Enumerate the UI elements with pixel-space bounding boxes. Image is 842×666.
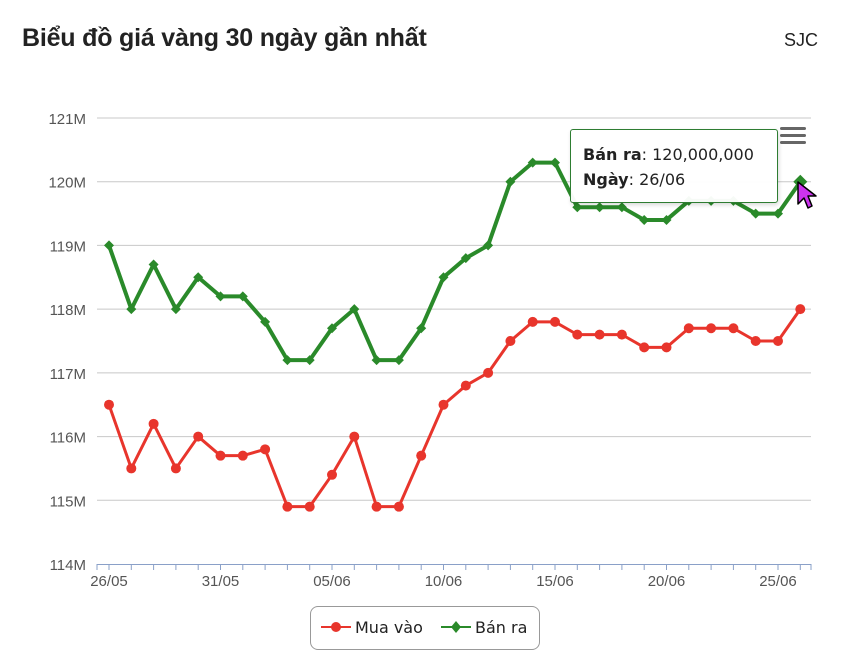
x-tick-label: 20/06 [648,573,686,590]
x-tick-label: 10/06 [425,573,463,590]
data-point-sell [148,259,159,270]
data-point-buy [126,463,137,474]
tooltip-date-label: Ngày [583,170,629,189]
data-point-buy [393,501,404,512]
data-point-sell [304,355,315,366]
data-point-buy [260,444,271,455]
y-tick-label: 119M [50,238,86,255]
legend: Mua vào Bán ra [310,606,540,650]
data-point-buy [327,469,337,480]
x-tick-label: 31/05 [202,573,240,590]
data-point-sell [416,323,427,334]
data-point-buy [237,450,248,461]
data-point-sell [750,208,761,219]
data-point-sell [438,272,449,283]
data-point-sell [371,355,382,366]
x-tick-label: 05/06 [313,573,351,590]
chart-title: Biểu đồ giá vàng 30 ngày gần nhất [22,24,427,52]
y-tick-label: 116M [50,430,86,447]
data-point-buy [170,463,181,474]
data-point-sell [793,174,808,189]
data-point-sell [237,291,248,302]
pointer-cursor-icon [797,181,817,209]
data-point-buy [550,316,560,327]
data-point-sell [594,202,605,213]
data-point-sell [215,291,226,302]
data-point-sell [572,202,583,213]
data-point-buy [371,501,382,512]
data-point-buy [282,501,293,512]
data-point-sell [550,157,560,168]
tooltip: Bán ra: 120,000,000 Ngày: 26/06 [570,129,778,203]
data-point-buy [728,323,739,334]
data-point-buy [193,431,204,442]
data-point-sell [527,157,538,168]
legend-item-sell[interactable]: Bán ra [475,618,528,637]
data-point-sell [483,240,494,251]
tooltip-date: 26/06 [639,170,686,189]
data-point-sell [170,304,181,315]
data-point-sell [349,304,360,315]
data-point-sell [393,355,404,366]
data-point-sell [193,272,204,283]
data-point-sell [327,323,337,334]
data-point-buy [349,431,360,442]
data-point-buy [104,399,114,410]
data-point-buy [304,501,315,512]
legend-item-buy[interactable]: Mua vào [355,618,423,637]
data-point-buy [661,342,672,353]
data-point-sell [773,208,783,219]
y-tick-label: 117M [50,366,86,383]
data-point-buy [616,329,627,340]
data-point-sell [460,253,471,264]
data-point-buy [683,323,694,334]
data-point-sell [282,355,293,366]
tooltip-value: 120,000,000 [652,145,754,164]
series-line-buy [107,308,802,509]
data-point-buy [706,323,717,334]
hamburger-menu-icon[interactable] [780,127,806,147]
data-point-buy [750,336,761,346]
data-point-buy [527,316,538,327]
data-point-sell [260,316,271,327]
data-point-buy [773,336,783,346]
tooltip-series-label: Bán ra [583,145,642,164]
y-tick-label: 118M [50,302,86,319]
source-label: SJC [783,30,818,50]
series-layer [104,157,808,512]
y-tick-label: 114M [50,557,86,574]
data-point-sell [661,214,672,225]
data-point-buy [795,304,806,315]
data-point-buy [594,329,605,340]
data-point-sell [104,240,114,251]
data-point-buy [505,336,516,346]
data-point-sell [505,176,516,187]
x-tick-label: 26/05 [90,573,128,590]
x-axis: 26/05 31/05 05/06 10/06 15/06 20/06 25/06 [90,564,812,590]
data-point-buy [416,450,427,461]
y-tick-label: 121M [48,111,86,128]
x-tick-label: 15/06 [536,573,574,590]
legend-buy-marker-icon [321,622,351,632]
data-point-buy [639,342,650,353]
y-axis-labels: 114M 115M 116M 117M 118M 119M 120M 121M [48,111,86,574]
data-point-buy [148,418,159,429]
legend-sell-marker-icon [441,621,471,633]
data-point-buy [438,399,449,410]
grid-lines [97,117,811,501]
data-point-sell [639,214,650,225]
data-point-sell [126,304,137,315]
x-tick-label: 25/06 [759,573,797,590]
y-tick-label: 115M [50,493,86,510]
data-point-buy [483,367,494,378]
data-point-buy [215,450,226,461]
data-point-buy [572,329,583,340]
y-tick-label: 120M [48,175,86,192]
data-point-buy [460,380,471,391]
data-point-sell [616,202,627,213]
